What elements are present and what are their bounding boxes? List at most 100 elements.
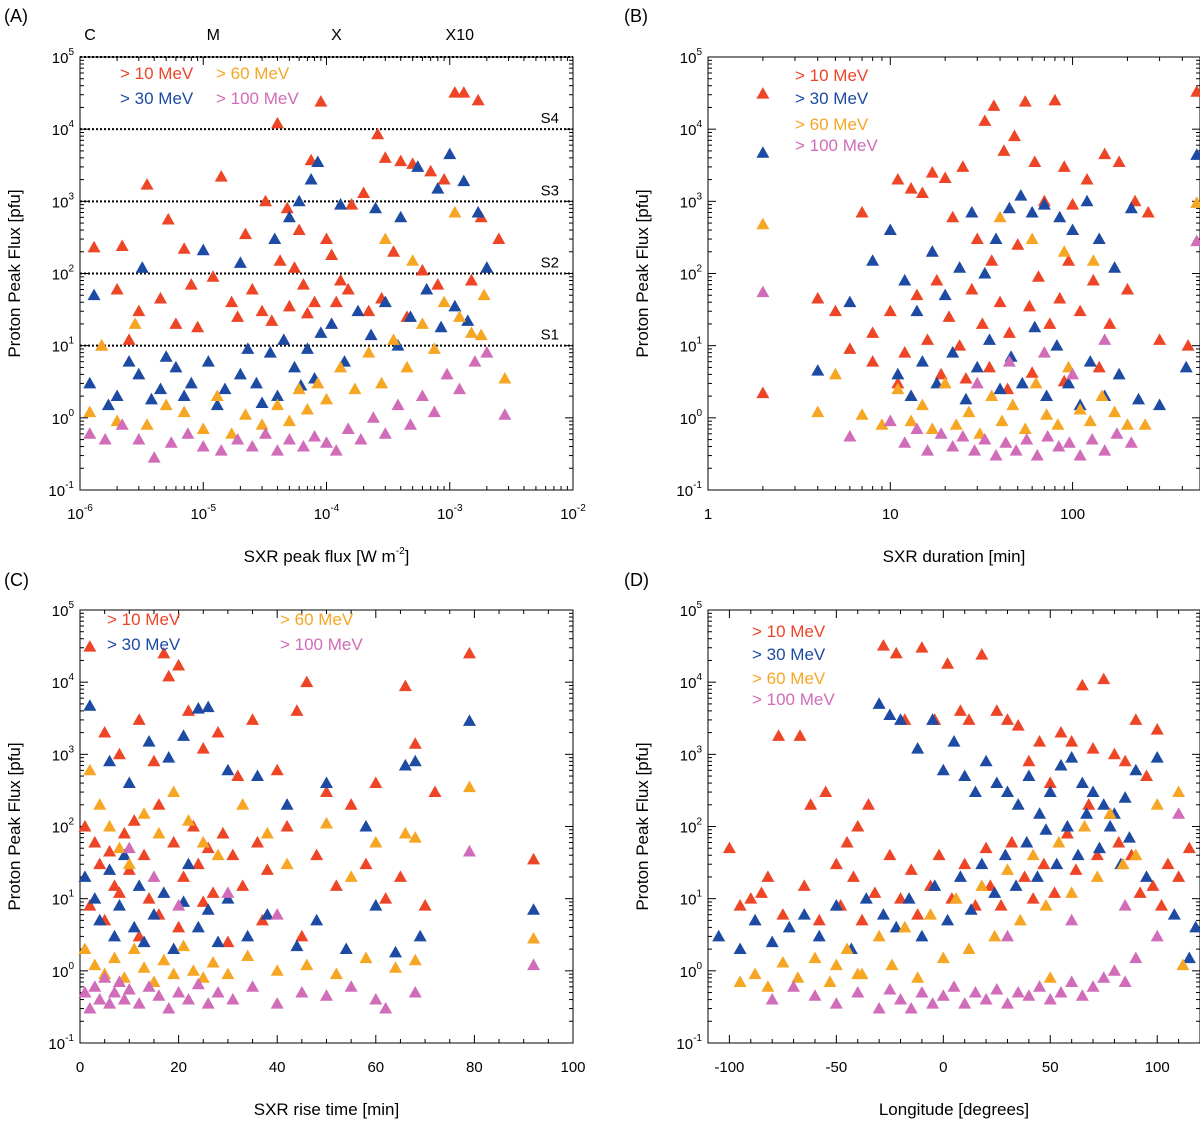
data-point-gt10 [369, 776, 383, 789]
data-point-gt60 [221, 967, 235, 980]
y-tick-label-exp: 4 [696, 119, 702, 130]
data-point-gt30 [93, 913, 107, 926]
data-point-gt30 [162, 751, 176, 763]
data-point-gt30 [457, 174, 471, 187]
data-point-gt60 [925, 422, 939, 434]
data-point-gt60 [1052, 835, 1066, 848]
data-point-gt30 [1060, 819, 1074, 832]
x-tick-label: 10 [882, 506, 899, 523]
data-point-gt60 [375, 376, 389, 389]
data-point-gt10 [295, 929, 309, 942]
data-point-gt30 [88, 892, 102, 904]
data-point-gt100 [181, 427, 195, 439]
y-tick-label-exp: 3 [696, 744, 702, 755]
data-point-gt60 [923, 908, 937, 920]
data-point-gt100 [883, 414, 897, 427]
x-tick-label-base: 60 [367, 1059, 384, 1076]
data-point-gt10 [754, 886, 768, 898]
data-point-gt10 [1011, 238, 1025, 250]
data-point-gt100 [1118, 899, 1132, 911]
data-point-gt60 [88, 958, 102, 971]
x-tick-label: -100 [714, 1059, 744, 1076]
legend-entry: > 10 MeV [752, 622, 826, 641]
data-point-gt60 [167, 967, 181, 980]
data-point-gt30 [351, 304, 365, 317]
data-point-gt30 [993, 382, 1007, 395]
data-point-gt60 [112, 841, 126, 854]
y-tick-label-base: 10 [52, 892, 69, 909]
data-point-gt10 [997, 144, 1011, 156]
data-point-gt10 [320, 232, 333, 245]
x-tick-label: 10-6 [67, 503, 93, 523]
y-tick-label-exp: 3 [696, 191, 702, 202]
data-point-gt30 [866, 254, 880, 266]
y-tick-label-exp: 3 [68, 191, 74, 202]
y-tick-label-base: 10 [680, 50, 697, 67]
data-point-gt60 [855, 408, 869, 420]
data-point-gt10 [329, 295, 343, 308]
data-point-gt10 [379, 892, 393, 904]
y-tick-label-exp: 0 [696, 961, 702, 972]
legend-entry: > 100 MeV [280, 635, 363, 654]
x-axis-title-text: Longitude [degrees] [879, 1100, 1029, 1119]
panel-letter: (D) [624, 570, 649, 590]
data-point-gt60 [462, 780, 476, 793]
data-point-gt10 [308, 295, 322, 308]
data-point-gt10 [1182, 841, 1196, 854]
data-point-gt60 [122, 857, 136, 870]
data-point-gt10 [843, 342, 857, 354]
data-point-gt30 [894, 713, 908, 725]
data-point-gt10 [265, 314, 279, 326]
y-tick-label-exp: 1 [696, 336, 702, 347]
data-point-gt60 [911, 971, 925, 983]
data-point-gt30 [250, 769, 264, 782]
data-point-gt60 [840, 942, 854, 955]
data-point-gt10 [418, 899, 432, 911]
x-tick-label: 0 [76, 1059, 84, 1076]
data-point-gt60 [938, 376, 952, 389]
data-point-gt100 [915, 985, 929, 998]
y-tick-label-exp: 0 [696, 408, 702, 419]
data-point-gt30 [108, 929, 122, 942]
data-point-gt60 [140, 418, 154, 430]
data-point-gt100 [83, 1001, 97, 1014]
data-point-gt100 [1097, 971, 1111, 983]
data-point-gt60 [1190, 196, 1200, 208]
data-point-gt10 [196, 742, 210, 754]
data-point-gt10 [953, 704, 967, 716]
data-point-gt30 [964, 903, 978, 915]
data-point-gt30 [1150, 751, 1164, 763]
data-point-gt30 [132, 879, 146, 891]
data-point-gt10 [915, 186, 929, 199]
data-point-gt30 [210, 398, 224, 411]
data-point-gt100 [926, 997, 940, 1009]
y-tick-label: 104 [680, 672, 703, 692]
data-point-gt100 [978, 432, 992, 445]
data-point-gt60 [915, 398, 929, 411]
data-point-gt30 [1053, 210, 1067, 223]
data-point-gt60 [186, 964, 200, 976]
data-point-gt10 [137, 848, 151, 861]
data-point-gt30 [177, 389, 191, 402]
y-tick-label: 104 [52, 119, 75, 139]
x-tick-label-base: 0 [76, 1059, 84, 1076]
data-point-gt30 [1132, 392, 1146, 405]
data-point-gt100 [295, 985, 309, 998]
data-point-gt100 [936, 989, 950, 1001]
y-tick-label-exp: 2 [68, 817, 74, 828]
data-point-gt30 [968, 785, 982, 798]
data-point-gt30 [883, 223, 897, 236]
data-point-gt30 [359, 819, 373, 832]
data-point-gt30 [431, 182, 445, 194]
x-tick-label-base: 80 [466, 1059, 483, 1076]
y-tick-label: 101 [680, 336, 703, 356]
data-point-gt100 [894, 992, 908, 1005]
y-tick-label: 10-1 [676, 1033, 702, 1053]
data-point-gt30 [320, 776, 333, 789]
data-point-gt10 [942, 310, 956, 322]
y-tick-label: 10-1 [676, 480, 702, 500]
data-point-gt100 [440, 367, 454, 380]
y-tick-label-exp: 4 [68, 119, 74, 130]
flare-class-label: X [331, 27, 342, 44]
y-tick-label-base: 10 [52, 50, 69, 67]
